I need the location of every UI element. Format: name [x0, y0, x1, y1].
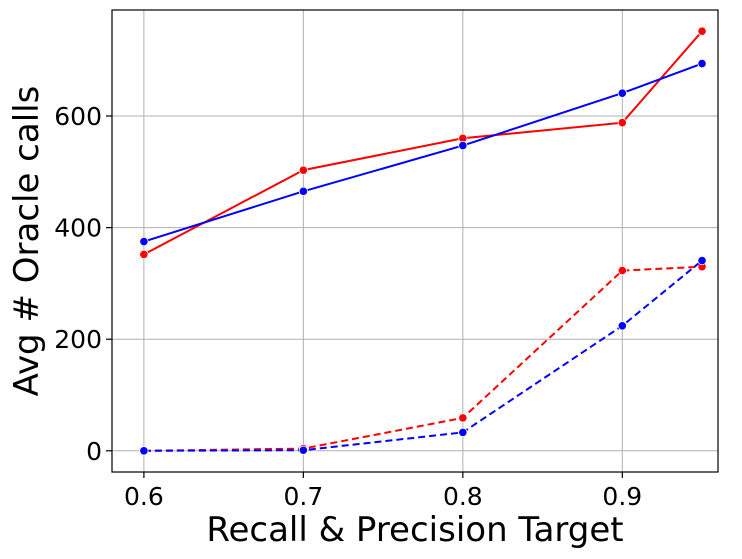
x-tick-label: 0.7	[283, 482, 323, 511]
data-point	[697, 26, 707, 36]
series-line	[143, 30, 703, 256]
data-point	[697, 255, 707, 266]
plot-frame	[111, 9, 719, 473]
data-point	[298, 445, 308, 455]
series-line	[143, 265, 703, 452]
series-4	[139, 255, 707, 456]
data-point	[617, 321, 627, 331]
data-point	[697, 58, 707, 69]
series-line	[143, 62, 703, 243]
y-axis-label: Avg # Oracle calls	[7, 86, 47, 397]
y-tick-label: 200	[54, 325, 102, 354]
series-2	[139, 58, 707, 247]
data-point	[298, 165, 308, 175]
x-axis-label: Recall & Precision Target	[206, 510, 623, 550]
series-layer	[139, 26, 707, 456]
data-point	[458, 140, 468, 151]
data-point	[617, 118, 627, 128]
x-tick-label: 0.8	[443, 482, 483, 511]
data-point	[458, 413, 468, 423]
x-tick-label: 0.9	[602, 482, 642, 511]
series-3	[139, 262, 707, 456]
series-1	[139, 26, 707, 259]
data-point	[617, 88, 627, 98]
series-line	[143, 259, 703, 452]
data-point	[458, 427, 468, 437]
data-point	[139, 249, 149, 259]
y-tick-label: 400	[54, 214, 102, 243]
y-tick-label: 0	[86, 437, 102, 466]
x-tick-label: 0.6	[124, 482, 164, 511]
data-point	[298, 186, 308, 196]
data-point	[617, 265, 627, 276]
grid	[112, 10, 718, 472]
data-point	[139, 446, 149, 456]
y-tick-label: 600	[54, 102, 102, 131]
x-axis: 0.6 0.7 0.8 0.9	[124, 472, 642, 511]
data-point	[139, 236, 149, 247]
y-axis: 0 200 400 600	[54, 102, 112, 466]
